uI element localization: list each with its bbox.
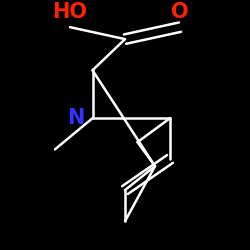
Text: N: N bbox=[68, 108, 85, 128]
Text: O: O bbox=[171, 2, 189, 22]
Text: HO: HO bbox=[52, 2, 88, 22]
